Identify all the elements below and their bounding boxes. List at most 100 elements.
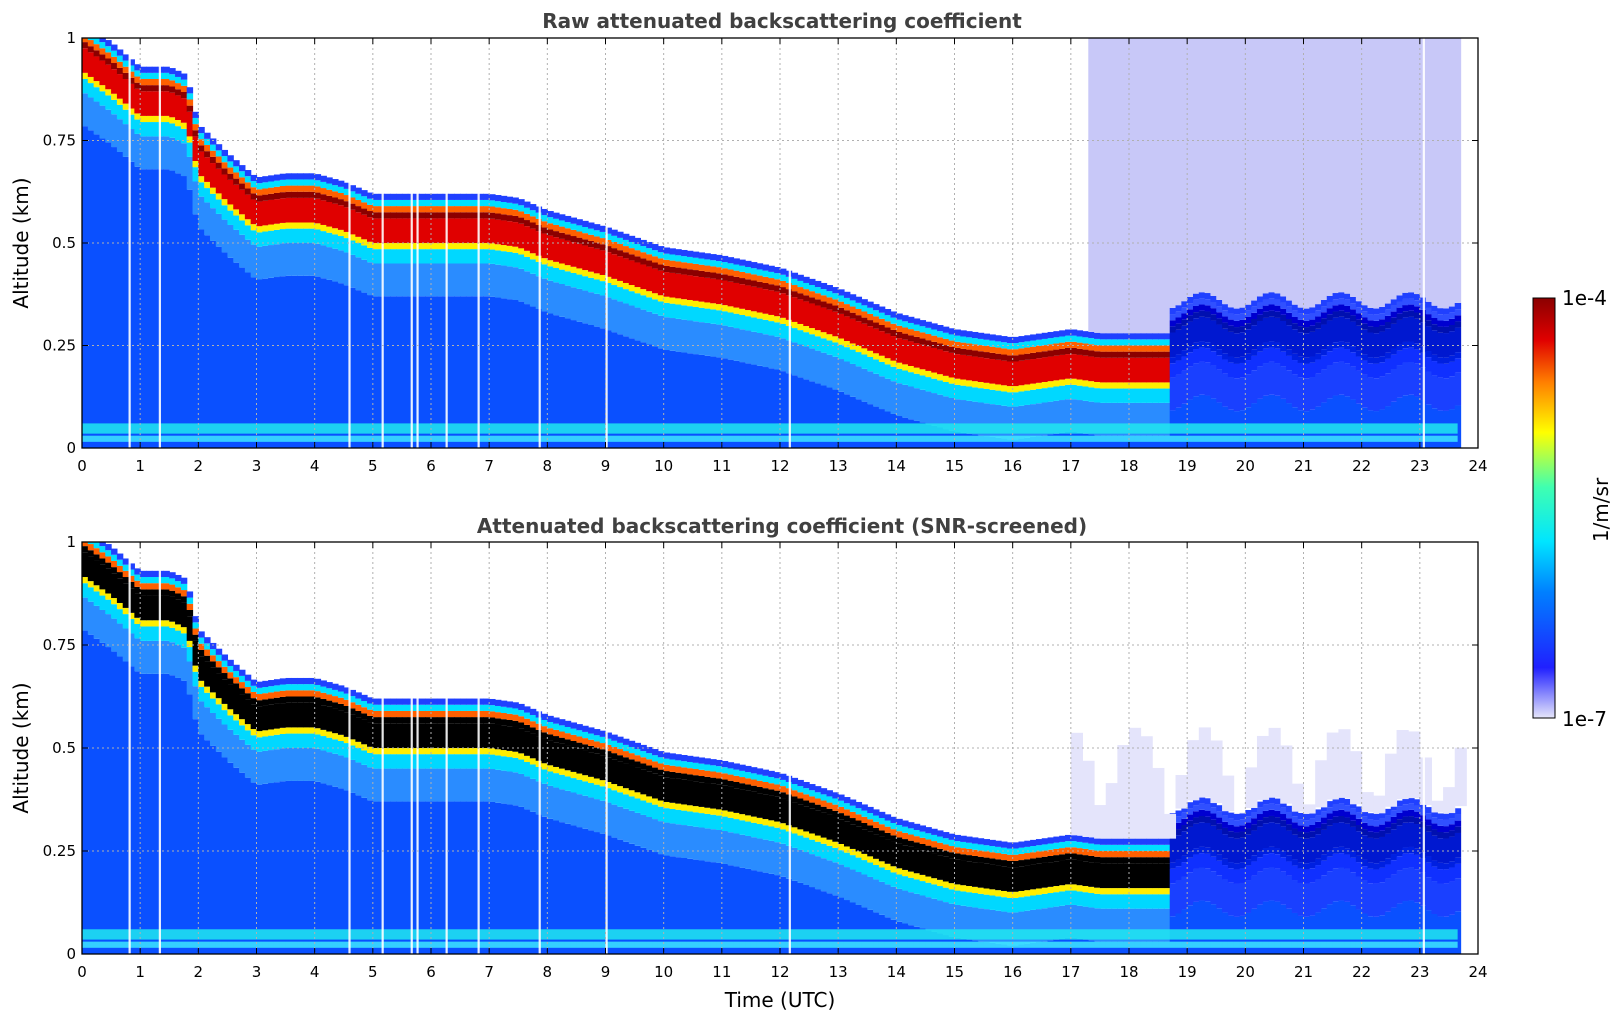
heatmap-cell (169, 590, 176, 597)
x-tick-label: 13 (829, 457, 848, 475)
heatmap-cell (1448, 376, 1456, 410)
heatmap-cell (372, 218, 380, 243)
heatmap-cell (931, 335, 938, 342)
heatmap-cell (826, 808, 833, 815)
heatmap-cell (151, 589, 159, 596)
heatmap-cell (1024, 896, 1031, 911)
heatmap-cell (332, 683, 339, 690)
heatmap-cell (1204, 317, 1212, 343)
heatmap-cell (1210, 904, 1217, 954)
heatmap-cell (1297, 313, 1305, 320)
heatmap-cell (797, 287, 804, 294)
heatmap-cell (622, 258, 630, 283)
heatmap-cell (308, 702, 316, 728)
heatmap-cell (1286, 319, 1293, 326)
heatmap-cell (1251, 306, 1258, 313)
heatmap-cell (1163, 351, 1171, 358)
heatmap-cell (355, 206, 362, 213)
heatmap-cell (1099, 388, 1107, 403)
heatmap-cell (1227, 818, 1235, 825)
heatmap-cell (326, 189, 333, 196)
heatmap-cell (1437, 314, 1444, 321)
heatmap-cell (1320, 299, 1328, 307)
heatmap-cell (1129, 339, 1136, 346)
heatmap-cell (838, 289, 845, 296)
heatmap-cell (326, 177, 333, 184)
heatmap-cell (1384, 821, 1392, 828)
heatmap-cell (308, 197, 316, 223)
heatmap-cell (175, 645, 182, 678)
heatmap-cell (308, 696, 316, 703)
heatmap-cell (1175, 866, 1182, 881)
heatmap-cell (791, 321, 799, 329)
heatmap-cell (337, 192, 345, 200)
heatmap-cell (599, 328, 607, 448)
heatmap-cell (1320, 875, 1328, 909)
heatmap-cell (384, 801, 391, 954)
heatmap-cell (582, 270, 589, 277)
heatmap-cell (890, 311, 897, 318)
heatmap-cell (750, 822, 758, 838)
heatmap-cell (1315, 353, 1322, 360)
heatmap-cell (1408, 867, 1415, 901)
heatmap-cell (1094, 402, 1101, 436)
heatmap-cell (820, 788, 828, 795)
heatmap-cell (1443, 333, 1450, 358)
heatmap-cell (1350, 352, 1357, 367)
heatmap-cell (1216, 875, 1223, 909)
heatmap-cell (1350, 303, 1357, 310)
heatmap-cell (971, 381, 979, 388)
x-tick-label: 15 (945, 963, 964, 981)
heatmap-cell (954, 341, 961, 348)
heatmap-cell (1227, 377, 1235, 410)
heatmap-cell (547, 818, 554, 954)
heatmap-cell (343, 188, 351, 196)
heatmap-cell (878, 830, 886, 837)
heatmap-cell (1099, 38, 1107, 334)
heatmap-cell (1018, 405, 1025, 439)
heatmap-cell (576, 827, 583, 954)
heatmap-cell (1384, 864, 1392, 879)
heatmap-cell (1140, 333, 1148, 340)
heatmap-cell (349, 792, 356, 954)
heatmap-cell (471, 296, 479, 448)
heatmap-cell (1309, 868, 1316, 883)
raw-backscatter-panel: Raw attenuated backscattering coefficien… (9, 9, 1488, 475)
heatmap-cell (1006, 891, 1014, 898)
heatmap-cell (448, 698, 455, 705)
heatmap-cell (774, 291, 781, 317)
heatmap-cell (436, 698, 444, 705)
heatmap-cell (128, 108, 135, 115)
heatmap-cell (454, 263, 461, 297)
heatmap-cell (1059, 385, 1066, 401)
heatmap-cell (244, 272, 252, 448)
heatmap-cell (1361, 354, 1369, 361)
heatmap-cell (361, 797, 368, 954)
heatmap-cell (506, 707, 514, 714)
heatmap-cell (297, 191, 304, 198)
heatmap-cell (1222, 373, 1229, 407)
heatmap-cell (332, 733, 339, 740)
heatmap-cell (1163, 894, 1171, 909)
heatmap-cell (1152, 402, 1159, 436)
heatmap-cell (1175, 880, 1182, 914)
heatmap-cell (506, 713, 514, 720)
heatmap-cell (913, 336, 921, 344)
heatmap-cell (675, 255, 682, 262)
heatmap-cell (1024, 853, 1031, 860)
heatmap-cell (215, 751, 223, 954)
heatmap-cell (436, 206, 444, 213)
heatmap-cell (681, 352, 688, 448)
heatmap-cell (814, 305, 822, 331)
heatmap-cell (215, 150, 223, 157)
heatmap-cell (239, 267, 246, 448)
heatmap-cell (1256, 871, 1264, 905)
heatmap-cell (611, 753, 618, 760)
heatmap-cell (396, 768, 403, 802)
heatmap-cell (1431, 823, 1438, 830)
heatmap-cell (675, 261, 682, 268)
heatmap-cell (1065, 834, 1072, 842)
heatmap-cell (1227, 837, 1235, 863)
heatmap-cell (1280, 296, 1287, 303)
heatmap-cell (704, 322, 711, 356)
